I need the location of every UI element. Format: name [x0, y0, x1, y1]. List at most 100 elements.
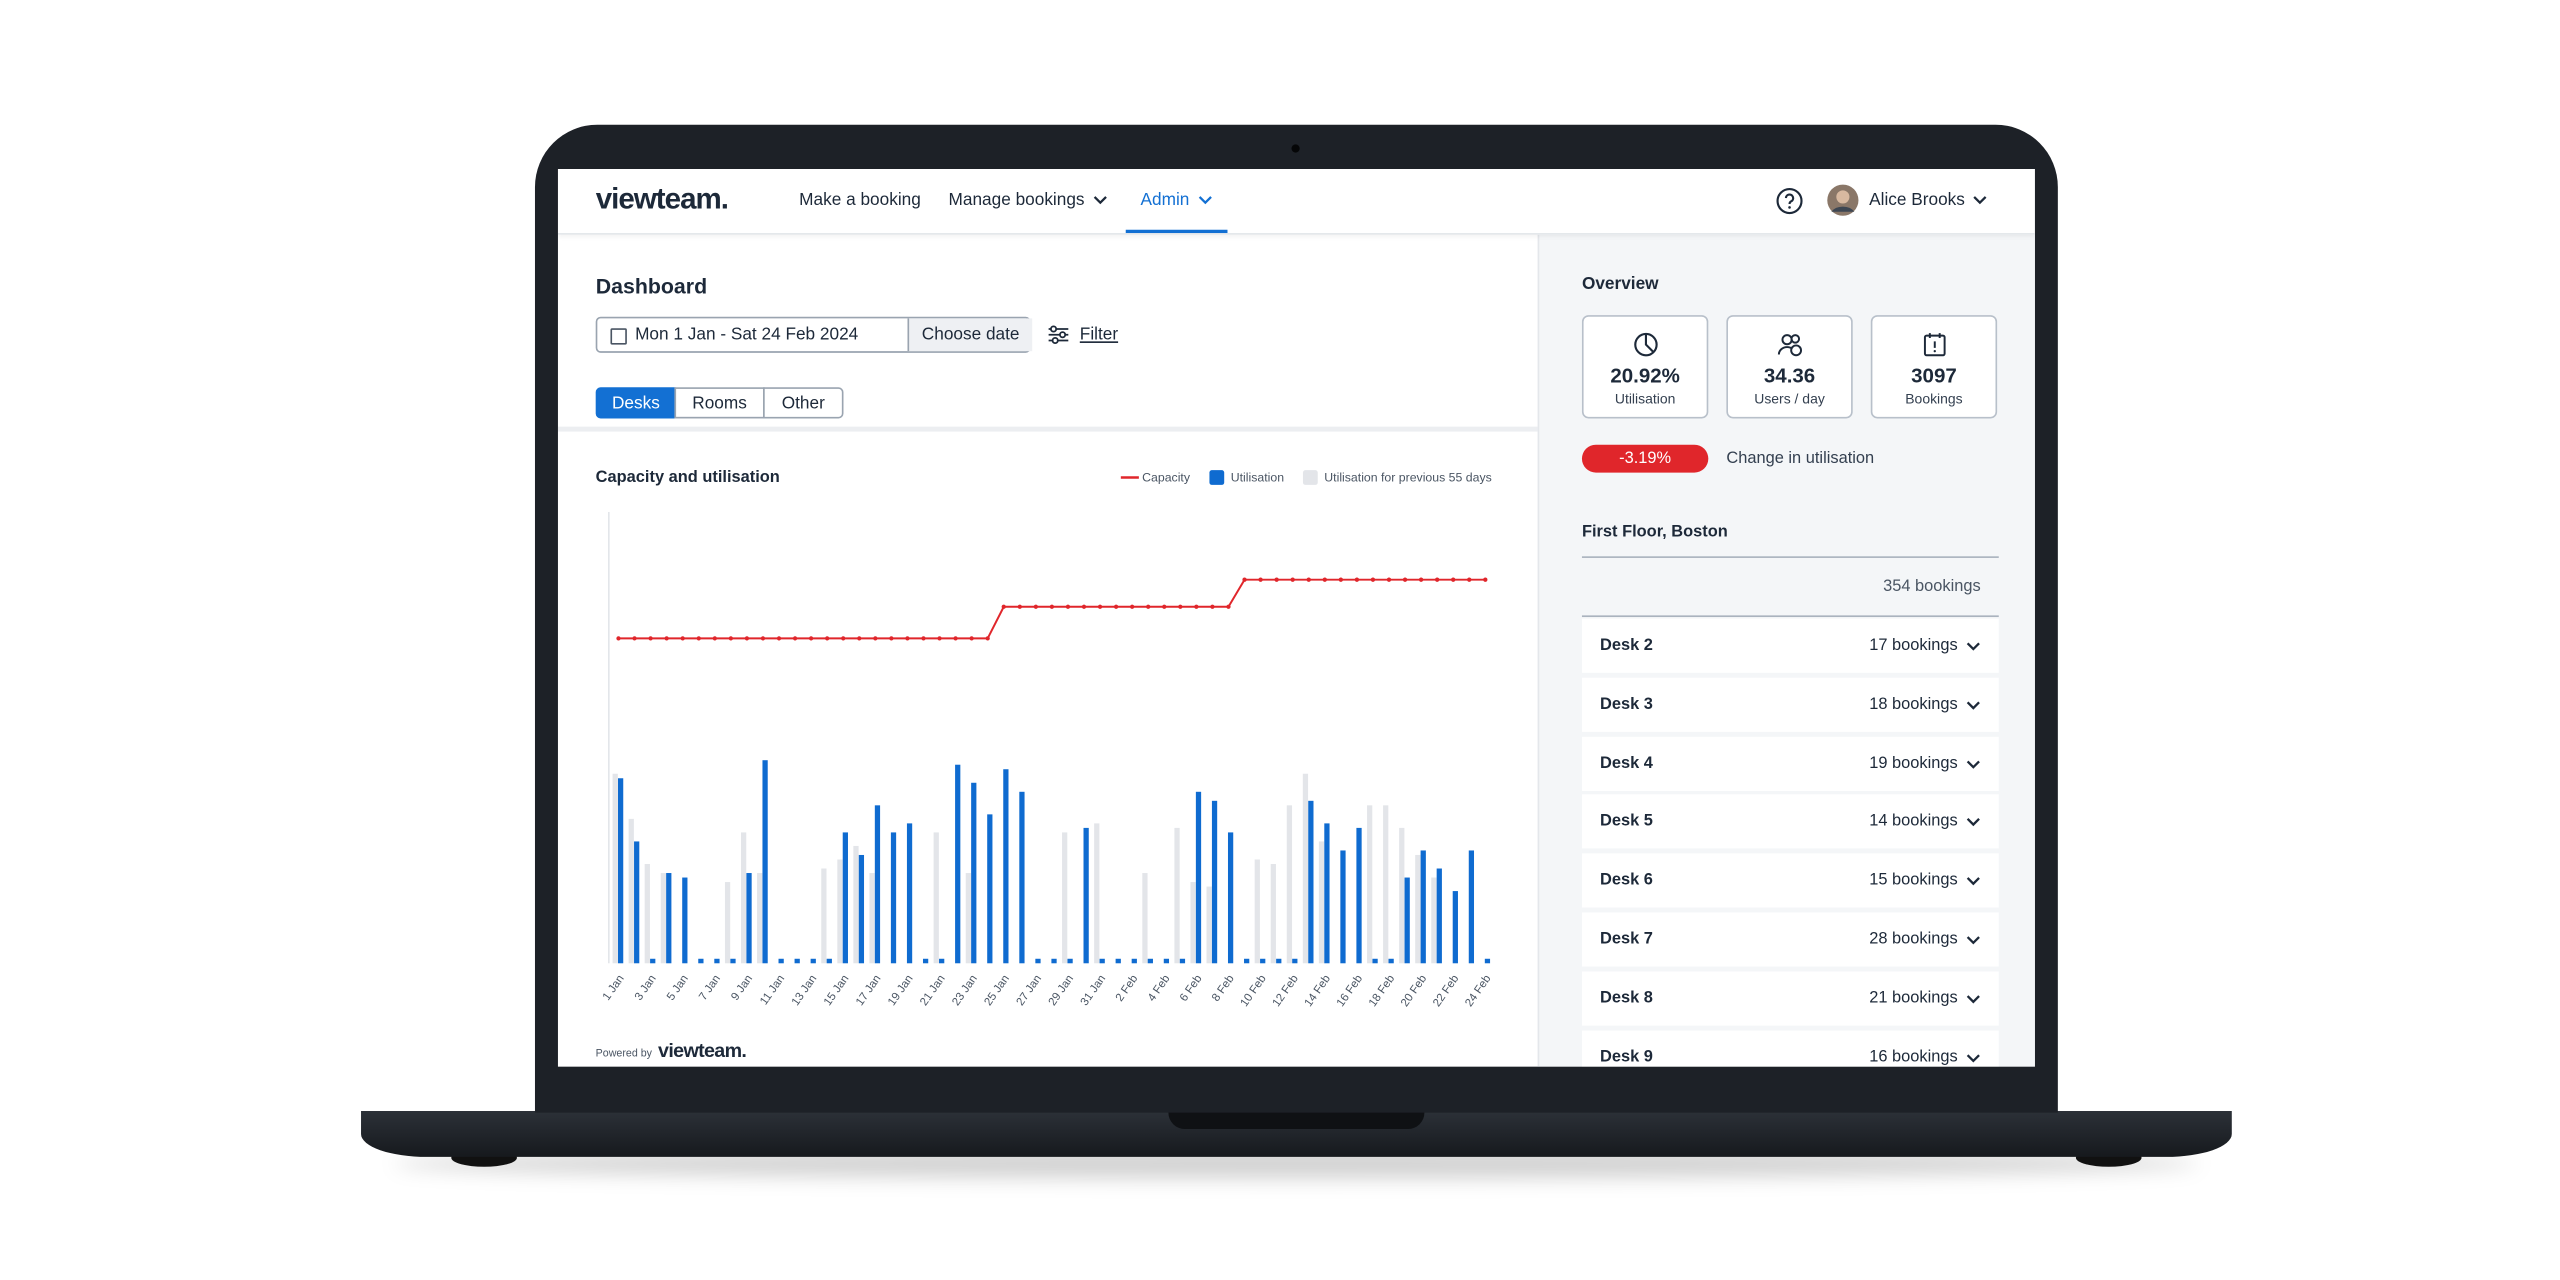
- x-tick-label: 10 Feb: [1238, 973, 1268, 1009]
- chevron-line: [1966, 701, 1980, 710]
- chevron-line: [1966, 759, 1980, 769]
- capacity-point: [1483, 577, 1488, 582]
- change-label: Change in utilisation: [1726, 449, 1875, 468]
- bar: [1436, 868, 1442, 964]
- desk-name: Desk 6: [1600, 871, 1653, 890]
- bar: [612, 773, 618, 964]
- checkbox[interactable]: [610, 328, 627, 345]
- nav-item[interactable]: Admin: [1141, 190, 1213, 210]
- bar: [826, 958, 832, 964]
- chevron: [1966, 759, 1980, 769]
- bar: [762, 760, 768, 964]
- help-icon[interactable]: [1776, 187, 1804, 215]
- desk-row[interactable]: Desk 7 28 bookings: [1581, 912, 1999, 967]
- capacity-point: [985, 636, 990, 641]
- capacity-point: [1097, 604, 1103, 609]
- x-tick-label: 23 Jan: [950, 973, 980, 1008]
- capacity-point: [841, 636, 846, 641]
- stat-card: 3097 Bookings: [1870, 315, 1998, 419]
- chevron: [1966, 877, 1980, 886]
- stat-card: 34.36 Users / day: [1726, 315, 1853, 419]
- capacity-point: [1467, 577, 1472, 582]
- bar: [1484, 958, 1491, 964]
- nav-item[interactable]: Manage bookings: [949, 190, 1108, 210]
- bar: [1420, 850, 1426, 964]
- bar: [1254, 859, 1260, 964]
- stat-value: 34.36: [1763, 364, 1816, 388]
- bar: [939, 958, 945, 964]
- x-tick-label: 31 Jan: [1079, 973, 1109, 1008]
- nav-item[interactable]: Make a booking: [799, 190, 921, 210]
- bar: [858, 854, 865, 964]
- stat-value: 3097: [1911, 364, 1957, 388]
- desk-bookings: 17 bookings: [1869, 636, 1958, 655]
- avatar[interactable]: [1826, 184, 1859, 217]
- bar: [837, 859, 843, 964]
- tab[interactable]: Rooms: [674, 387, 765, 419]
- chart: Capacity and utilisation Powered by view…: [596, 468, 1494, 1062]
- capacity-point: [648, 636, 653, 641]
- desk-bookings: 16 bookings: [1869, 1047, 1958, 1067]
- calendar-icon: [1923, 333, 1946, 357]
- legend-label: Utilisation for previous 55 days: [1324, 471, 1491, 485]
- stat-card: 20.92% Utilisation: [1581, 315, 1709, 419]
- filter-icon[interactable]: [1047, 325, 1070, 345]
- bar: [1468, 850, 1475, 964]
- bar: [1190, 882, 1196, 964]
- capacity-point: [1354, 577, 1360, 582]
- location-title: First Floor, Boston: [1581, 523, 1728, 542]
- filter-link[interactable]: Filter: [1079, 324, 1119, 345]
- bar: [1206, 886, 1212, 964]
- tab[interactable]: Other: [763, 387, 844, 419]
- choose-date-button[interactable]: Choose date: [907, 318, 1033, 352]
- bar: [778, 958, 784, 964]
- user-menu[interactable]: Alice Brooks: [1869, 190, 1988, 210]
- capacity-point: [1081, 604, 1087, 609]
- x-tick-label: 2 Feb: [1114, 973, 1141, 1004]
- logo[interactable]: viewteam.: [595, 182, 729, 215]
- stat-label: Bookings: [1905, 390, 1963, 407]
- nav-label: Make a booking: [799, 190, 921, 211]
- chevron-line: [1966, 818, 1980, 827]
- x-tick-label: 15 Jan: [822, 973, 852, 1008]
- desk-row[interactable]: Desk 3 18 bookings: [1581, 677, 1999, 732]
- divider: [1581, 615, 1999, 618]
- x-tick-label: 24 Feb: [1463, 973, 1493, 1009]
- desk-row[interactable]: Desk 9 16 bookings: [1581, 1029, 1999, 1067]
- capacity-point: [1338, 577, 1343, 582]
- desk-bookings: 14 bookings: [1869, 812, 1958, 832]
- desk-row[interactable]: Desk 2 17 bookings: [1581, 618, 1999, 673]
- bar: [724, 882, 731, 964]
- desk-name: Desk 7: [1600, 930, 1653, 949]
- desk-name: Desk 2: [1600, 636, 1653, 655]
- capacity-point: [680, 636, 685, 641]
- bar: [666, 873, 672, 964]
- desk-row[interactable]: Desk 8 21 bookings: [1581, 971, 1999, 1026]
- capacity-point: [825, 636, 830, 641]
- nav-label: Admin: [1140, 190, 1190, 211]
- date-input[interactable]: Mon 1 Jan - Sat 24 Feb 2024 Choose date: [595, 316, 1033, 353]
- capacity-point: [760, 636, 766, 641]
- date-range: Mon 1 Jan - Sat 24 Feb 2024: [635, 324, 859, 345]
- bar: [1179, 958, 1186, 964]
- capacity-point: [1130, 604, 1135, 609]
- bar: [1094, 823, 1100, 964]
- bar: [955, 764, 961, 964]
- capacity-point: [1146, 604, 1151, 609]
- tab[interactable]: Desks: [595, 387, 677, 419]
- bar: [1174, 827, 1180, 964]
- chevron-line: [1966, 994, 1980, 1004]
- desk-row[interactable]: Desk 4 19 bookings: [1581, 736, 1999, 791]
- x-tick-label: 17 Jan: [854, 973, 884, 1008]
- capacity-point: [1113, 604, 1119, 609]
- powered-by: Powered by: [596, 1047, 653, 1059]
- bar: [971, 782, 977, 964]
- desk-row[interactable]: Desk 5 14 bookings: [1581, 794, 1999, 850]
- stat-value: 20.92%: [1610, 364, 1680, 388]
- chevron: [1093, 196, 1107, 205]
- desk-row[interactable]: Desk 6 15 bookings: [1581, 853, 1999, 908]
- capacity-point: [1435, 577, 1440, 582]
- x-tick-label: 13 Jan: [790, 973, 820, 1008]
- bar: [1035, 958, 1041, 964]
- desk-bookings: 28 bookings: [1869, 930, 1958, 949]
